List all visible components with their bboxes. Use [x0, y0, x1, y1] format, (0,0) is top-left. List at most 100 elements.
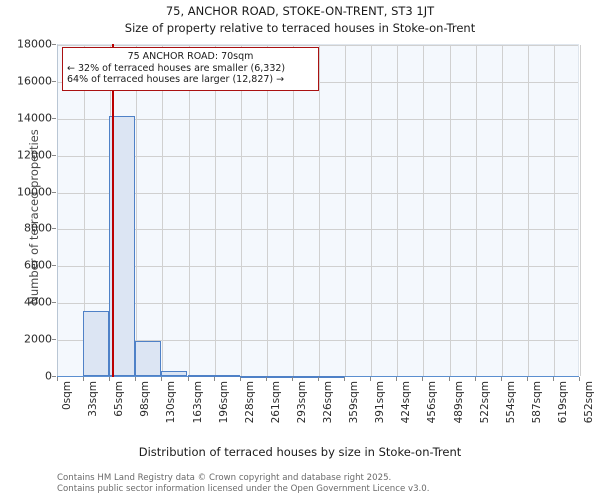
x-tick-mark [109, 377, 111, 381]
gridline-horizontal [58, 45, 578, 46]
gridline-horizontal [58, 155, 578, 157]
gridline-vertical [345, 45, 347, 376]
x-tick-mark [370, 377, 372, 381]
y-tick-label: 0 [45, 369, 52, 383]
y-tick-mark [52, 228, 56, 230]
x-tick-label: 391sqm [374, 381, 387, 424]
histogram-bar [213, 375, 240, 378]
y-tick-label: 14000 [17, 111, 52, 125]
chart-title: 75, ANCHOR ROAD, STOKE-ON-TRENT, ST3 1JT [165, 4, 435, 18]
x-tick-mark [239, 377, 241, 381]
annotation-title: 75 ANCHOR ROAD: 70sqm [127, 51, 254, 62]
annotation-larger: 64% of terraced houses are larger (12,82… [67, 74, 285, 86]
histogram-bar [291, 375, 318, 378]
x-tick-label: 652sqm [583, 381, 595, 424]
footer-line-1: Contains HM Land Registry data © Crown c… [57, 473, 392, 483]
gridline-horizontal [58, 303, 578, 305]
gridline-vertical [136, 45, 138, 376]
x-tick-label: 489sqm [452, 381, 465, 424]
y-tick-label: 8000 [24, 221, 52, 235]
x-tick-mark [291, 377, 293, 381]
gridline-vertical [240, 45, 242, 376]
x-tick-label: 326sqm [322, 381, 334, 424]
y-tick-label: 12000 [17, 148, 52, 162]
y-tick-mark [52, 154, 56, 156]
x-tick-mark [422, 377, 424, 381]
x-tick-mark [344, 377, 346, 381]
x-tick-mark [187, 377, 189, 381]
gridline-vertical [423, 45, 425, 376]
y-tick-label: 16000 [17, 74, 52, 88]
gridline-horizontal [58, 192, 578, 194]
histogram-bar [187, 374, 214, 377]
chart-subtitle: Size of property relative to terraced ho… [124, 21, 476, 35]
x-tick-label: 293sqm [295, 381, 308, 424]
gridline-horizontal [58, 229, 578, 231]
x-tick-label: 522sqm [478, 381, 491, 424]
x-tick-label: 163sqm [191, 381, 204, 424]
x-tick-label: 228sqm [243, 381, 256, 424]
x-tick-label: 554sqm [504, 381, 517, 424]
annotation-smaller: ← 32% of terraced houses are smaller (6,… [67, 62, 286, 74]
histogram-bar [135, 340, 162, 376]
footer-line-2: Contains public sector information licen… [57, 484, 430, 494]
x-tick-mark [213, 377, 215, 381]
property-marker-line [112, 44, 115, 377]
gridline-vertical [371, 45, 373, 376]
gridline-horizontal [58, 118, 578, 120]
gridline-vertical [501, 45, 503, 376]
y-tick-mark [52, 339, 56, 341]
gridline-vertical [162, 45, 164, 376]
x-tick-label: 619sqm [556, 381, 569, 424]
gridline-vertical [397, 45, 399, 376]
y-tick-mark [52, 117, 56, 119]
gridline-vertical [84, 45, 86, 376]
y-tick-label: 4000 [24, 295, 52, 309]
histogram-bar [239, 375, 266, 378]
gridline-horizontal [58, 340, 578, 342]
x-tick-label: 130sqm [165, 381, 178, 424]
y-tick-mark [52, 376, 56, 377]
x-tick-label: 261sqm [269, 381, 282, 424]
y-tick-mark [52, 191, 56, 193]
x-tick-mark [448, 377, 450, 381]
histogram-bar [161, 371, 188, 376]
y-tick-label: 10000 [17, 185, 52, 199]
gridline-vertical [214, 45, 216, 376]
histogram-bar [265, 375, 292, 378]
histogram-bar [318, 375, 345, 378]
gridline-vertical [449, 45, 451, 376]
x-tick-mark [552, 377, 554, 381]
x-tick-mark [474, 377, 476, 381]
y-tick-mark [52, 302, 56, 304]
gridline-vertical [475, 45, 477, 376]
x-tick-mark [396, 377, 398, 381]
plot-area [57, 44, 581, 376]
x-axis-label: Distribution of terraced houses by size … [138, 445, 462, 459]
y-tick-label: 2000 [24, 332, 52, 346]
x-tick-label: 587sqm [530, 381, 543, 424]
histogram-bar [83, 311, 110, 376]
gridline-vertical [553, 45, 555, 376]
x-tick-mark [57, 377, 58, 381]
attribution-footer: Contains HM Land Registry data © Crown c… [57, 473, 429, 495]
x-tick-mark [83, 377, 85, 381]
y-tick-label: 18000 [17, 37, 52, 51]
gridline-vertical [580, 45, 581, 376]
x-tick-label: 33sqm [87, 381, 100, 417]
x-tick-label: 456sqm [426, 381, 439, 424]
x-tick-mark [318, 377, 319, 381]
x-tick-label: 359sqm [348, 381, 361, 424]
annotation-box: 75 ANCHOR ROAD: 70sqm ← 32% of terraced … [62, 47, 319, 91]
gridline-vertical [292, 45, 294, 376]
gridline-vertical [527, 45, 529, 376]
gridline-vertical [266, 45, 268, 376]
x-tick-label: 424sqm [400, 381, 413, 424]
x-tick-mark [265, 377, 267, 381]
x-tick-label: 98sqm [139, 381, 152, 417]
x-tick-mark [500, 377, 502, 381]
y-tick-mark [52, 265, 56, 267]
gridline-horizontal [58, 266, 578, 268]
x-tick-mark [526, 377, 528, 381]
